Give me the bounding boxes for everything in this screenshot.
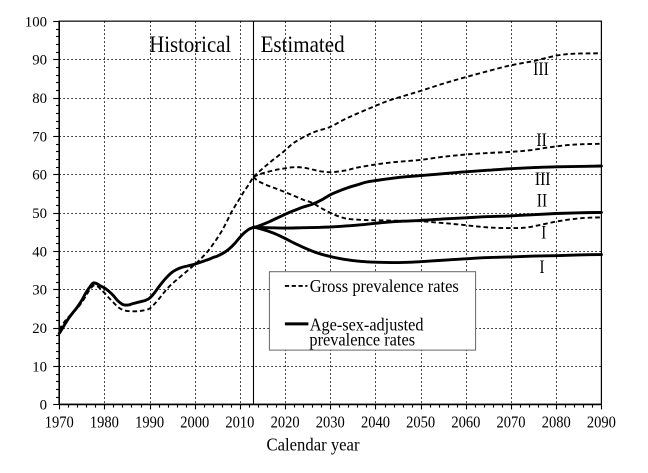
svg-text:III: III [533,60,549,80]
svg-text:90: 90 [32,53,47,69]
svg-text:2070: 2070 [497,413,526,432]
svg-text:0: 0 [40,398,47,414]
svg-text:1970: 1970 [45,413,74,432]
svg-text:Gross prevalence rates: Gross prevalence rates [310,276,459,296]
svg-text:I: I [541,224,546,244]
svg-text:2020: 2020 [271,413,300,432]
svg-text:I: I [540,258,545,278]
svg-text:1980: 1980 [90,413,119,432]
svg-text:II: II [537,192,547,212]
svg-text:20: 20 [32,321,47,337]
svg-text:80: 80 [32,91,47,107]
svg-text:Calendar year: Calendar year [267,434,360,454]
svg-text:2040: 2040 [361,413,390,432]
svg-text:1990: 1990 [135,413,164,432]
svg-text:2080: 2080 [542,413,571,432]
svg-text:2050: 2050 [406,413,435,432]
svg-text:Age-sex-adjusted: Age-sex-adjusted [310,314,424,334]
svg-text:70: 70 [32,129,47,145]
svg-text:60: 60 [32,168,47,184]
svg-text:II: II [536,131,546,151]
svg-text:100: 100 [25,14,47,30]
svg-text:40: 40 [32,244,47,260]
svg-text:prevalence rates: prevalence rates [309,329,415,349]
svg-text:30: 30 [32,283,47,299]
svg-text:2030: 2030 [316,413,345,432]
svg-text:Estimated: Estimated [261,32,345,57]
svg-text:2010: 2010 [225,413,254,432]
svg-text:III: III [535,170,551,190]
svg-text:Historical: Historical [149,32,231,57]
svg-text:50: 50 [32,206,47,222]
svg-text:2060: 2060 [451,413,480,432]
svg-text:10: 10 [32,359,47,375]
svg-text:2090: 2090 [587,413,616,432]
svg-text:2000: 2000 [180,413,209,432]
